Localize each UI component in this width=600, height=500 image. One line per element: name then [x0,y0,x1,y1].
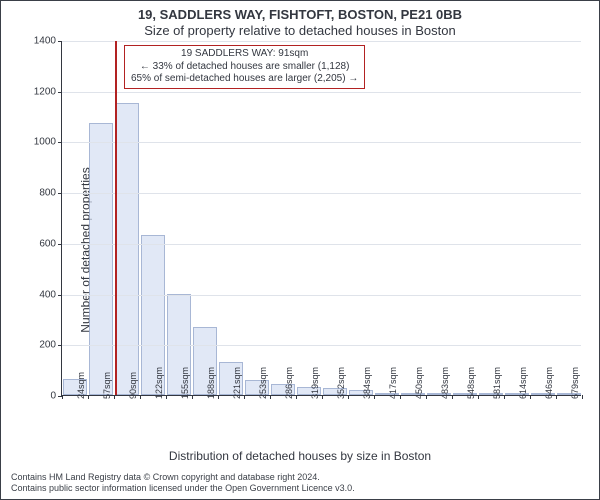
x-tick-label: 646sqm [544,367,554,399]
x-tick-mark [452,395,453,399]
y-tick-mark [58,295,62,296]
x-tick-mark [426,395,427,399]
annotation-line-3: 65% of semi-detached houses are larger (… [131,73,358,86]
x-tick-label: 122sqm [154,367,164,399]
x-tick-label: 581sqm [492,367,502,399]
histogram-bar [89,123,114,395]
grid-line [62,244,581,245]
chart-footer: Contains HM Land Registry data © Crown c… [11,472,589,495]
x-tick-label: 450sqm [414,367,424,399]
x-tick-mark [478,395,479,399]
y-tick-label: 0 [50,391,56,402]
x-tick-label: 188sqm [206,367,216,399]
x-tick-mark [322,395,323,399]
x-tick-mark [504,395,505,399]
x-tick-label: 384sqm [362,367,372,399]
x-tick-label: 679sqm [570,367,580,399]
x-tick-label: 417sqm [388,367,398,399]
x-tick-label: 253sqm [258,367,268,399]
x-tick-mark [348,395,349,399]
grid-line [62,345,581,346]
chart-title-line-2: Size of property relative to detached ho… [1,23,599,38]
grid-line [62,295,581,296]
annotation-line-2: ← 33% of detached houses are smaller (1,… [131,61,358,74]
x-tick-mark [114,395,115,399]
grid-line [62,41,581,42]
y-tick-mark [58,244,62,245]
x-axis-label: Distribution of detached houses by size … [1,449,599,463]
y-tick-label: 600 [39,238,56,249]
x-tick-mark [218,395,219,399]
grid-line [62,142,581,143]
x-tick-label: 352sqm [336,367,346,399]
histogram-bar [115,103,140,395]
y-tick-label: 800 [39,188,56,199]
x-tick-mark [192,395,193,399]
plot-area: 020040060080010001200140024sqm57sqm90sqm… [61,41,581,396]
x-tick-mark [140,395,141,399]
x-tick-mark [296,395,297,399]
x-tick-label: 90sqm [128,372,138,399]
y-tick-mark [58,41,62,42]
y-tick-label: 1000 [34,137,56,148]
bars-layer [62,41,581,395]
annotation-box: 19 SADDLERS WAY: 91sqm ← 33% of detached… [124,45,365,89]
footer-line-2: Contains public sector information licen… [11,483,589,495]
x-tick-mark [400,395,401,399]
y-tick-label: 1200 [34,86,56,97]
x-tick-mark [88,395,89,399]
footer-line-1: Contains HM Land Registry data © Crown c… [11,472,589,484]
x-tick-mark [166,395,167,399]
y-tick-mark [58,142,62,143]
x-tick-label: 483sqm [440,367,450,399]
x-tick-mark [530,395,531,399]
x-tick-label: 57sqm [102,372,112,399]
y-tick-label: 400 [39,289,56,300]
y-tick-label: 200 [39,340,56,351]
x-tick-mark [270,395,271,399]
chart-container: 19, SADDLERS WAY, FISHTOFT, BOSTON, PE21… [0,0,600,500]
x-tick-mark [556,395,557,399]
grid-line [62,193,581,194]
x-tick-mark [582,395,583,399]
y-tick-mark [58,345,62,346]
x-tick-label: 221sqm [232,367,242,399]
x-tick-label: 155sqm [180,367,190,399]
x-tick-label: 548sqm [466,367,476,399]
property-marker-line [115,41,117,395]
x-tick-label: 286sqm [284,367,294,399]
grid-line [62,92,581,93]
x-tick-label: 319sqm [310,367,320,399]
x-tick-mark [244,395,245,399]
annotation-line-1: 19 SADDLERS WAY: 91sqm [131,48,358,61]
y-tick-mark [58,92,62,93]
chart-title-line-1: 19, SADDLERS WAY, FISHTOFT, BOSTON, PE21… [1,7,599,22]
x-tick-mark [62,395,63,399]
y-tick-label: 1400 [34,36,56,47]
x-tick-label: 614sqm [518,367,528,399]
y-tick-mark [58,193,62,194]
x-tick-label: 24sqm [76,372,86,399]
x-tick-mark [374,395,375,399]
